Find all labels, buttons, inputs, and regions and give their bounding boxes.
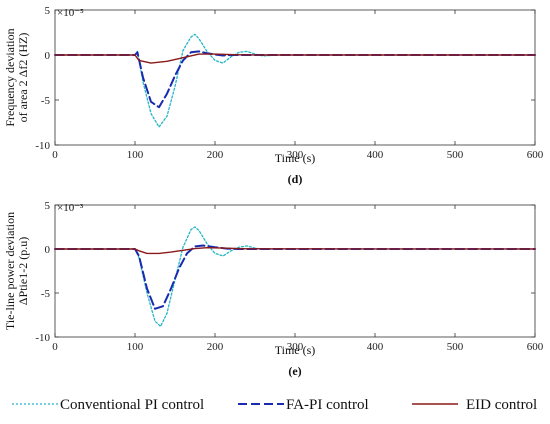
legend-label: FA-PI control xyxy=(286,397,369,413)
x-tick-label: 300 xyxy=(287,341,304,353)
y-axis-label-line: Tie-line power deviation xyxy=(3,212,17,330)
panel-e: 0 100 200 300 400 500 600 -10 -5 0 5 ×10⁻³ Time (s) T… xyxy=(3,200,544,378)
y-tick-label: 0 xyxy=(45,50,51,62)
y-multiplier: ×10⁻³ xyxy=(57,202,84,214)
series-line-eid-control xyxy=(54,53,536,64)
legend-label: Conventional PI control xyxy=(60,397,204,413)
y-axis-label-line: Frequency deviation xyxy=(3,28,17,126)
y-axis-label-line: of area 2 Δf2 (HZ) xyxy=(16,33,30,123)
x-tick-label: 600 xyxy=(527,149,544,161)
x-tick-label: 400 xyxy=(367,341,384,353)
x-axis-label: Time (s) xyxy=(275,343,316,357)
y-tick-label: -5 xyxy=(41,288,51,300)
panel-label: (e) xyxy=(288,364,301,378)
y-tick-label: 5 xyxy=(45,5,51,17)
x-tick-label: 400 xyxy=(367,149,384,161)
y-tick-label: -5 xyxy=(41,95,51,107)
series-line-eid-control xyxy=(54,246,536,255)
panel-d: 0 100 200 300 400 500 600 -10 -5 0 5 ×10⁻⁵ Time (s) F… xyxy=(3,5,544,186)
x-tick-label: 500 xyxy=(447,341,464,353)
y-tick-label: -10 xyxy=(35,140,50,152)
y-axis-label-line: ΔPtie1-2 (p.u) xyxy=(16,237,30,305)
x-tick-label: 100 xyxy=(127,341,144,353)
series-line-fa-pi-control xyxy=(54,244,536,310)
y-tick-label: -10 xyxy=(35,332,50,344)
x-tick-label: 200 xyxy=(207,149,224,161)
legend: Conventional PI control FA-PI control EID … xyxy=(12,397,537,413)
x-tick-label: 0 xyxy=(52,149,58,161)
y-tick-label: 0 xyxy=(45,244,51,256)
y-multiplier: ×10⁻⁵ xyxy=(57,7,84,19)
x-axis-label: Time (s) xyxy=(275,151,316,165)
x-tick-label: 600 xyxy=(527,341,544,353)
series-line-fa-pi-control xyxy=(54,50,536,109)
panel-label: (d) xyxy=(288,172,303,186)
x-tick-label: 300 xyxy=(287,149,304,161)
axes-frame xyxy=(54,204,536,338)
y-tick-label: 5 xyxy=(45,200,51,212)
series-line-conventional-pi-control xyxy=(54,33,536,128)
x-tick-label: 0 xyxy=(52,341,58,353)
axes-frame xyxy=(54,9,536,146)
legend-label: EID control xyxy=(466,397,537,413)
x-tick-label: 200 xyxy=(207,341,224,353)
x-tick-label: 100 xyxy=(127,149,144,161)
x-tick-label: 500 xyxy=(447,149,464,161)
series-line-conventional-pi-control xyxy=(54,226,536,328)
